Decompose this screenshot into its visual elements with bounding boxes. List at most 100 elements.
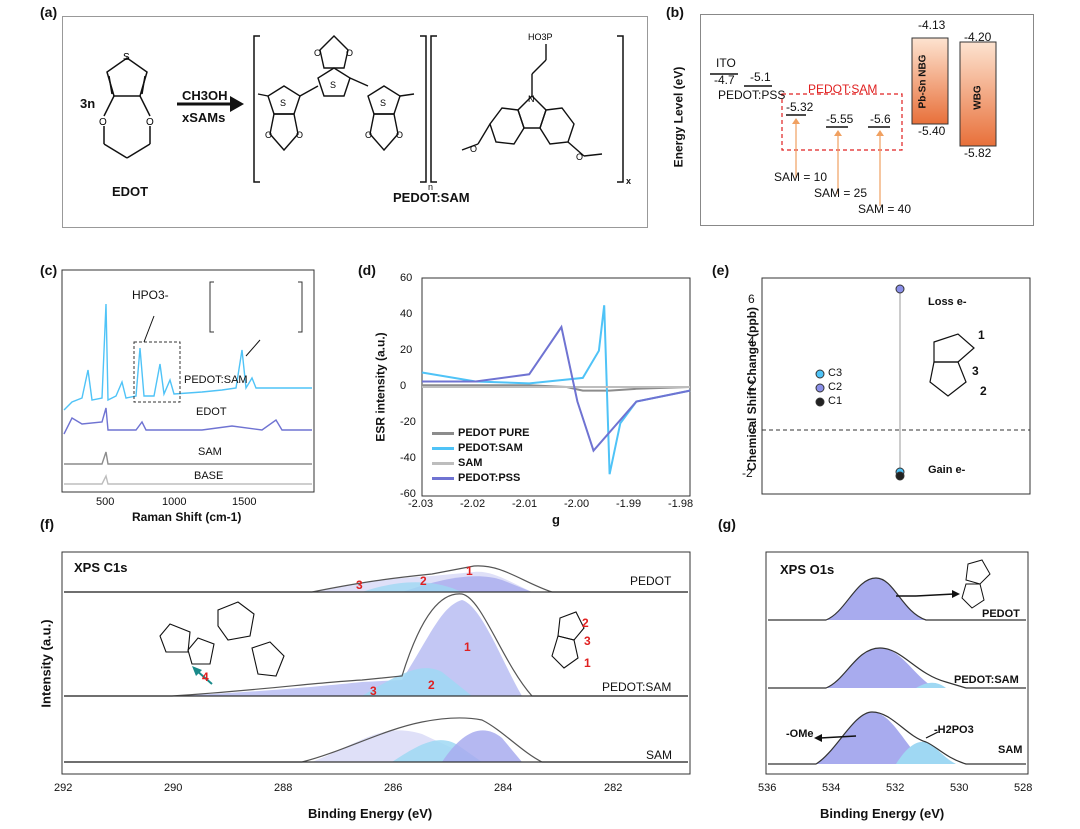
legend-pedot-pure: PEDOT PURE — [432, 426, 530, 441]
e-legend-c1: C1 — [828, 395, 843, 407]
legend-dot-c2 — [815, 383, 825, 393]
f-xtick: 282 — [604, 782, 623, 794]
b-level-2: -5.55 — [826, 112, 854, 126]
panel-label-f: (f) — [40, 516, 54, 532]
b-level-3: -5.6 — [870, 112, 891, 126]
subscript-n: n — [428, 182, 434, 192]
panel-label-g: (g) — [718, 516, 736, 532]
b-nbg-bot: -5.40 — [918, 124, 946, 138]
c-trace-label-sam: SAM — [198, 446, 222, 458]
nbg-bar — [911, 37, 949, 125]
legend-pedot-sam: PEDOT:SAM — [432, 441, 530, 456]
e-label-1: 1 — [978, 328, 985, 342]
legend-pedot-pss: PEDOT:PSS — [432, 471, 530, 486]
e-ytick-6: 6 — [748, 292, 755, 306]
b-sam-40: SAM = 40 — [858, 202, 912, 216]
panel-g-xps-o1s — [765, 551, 1029, 775]
f-peak-2-top: 2 — [420, 574, 427, 588]
g-xtick: 534 — [822, 782, 841, 794]
f-trace-label-pedot: PEDOT — [630, 574, 672, 588]
xps-g-pedotsam-envelope — [768, 647, 1026, 689]
f-peak-2-mid: 2 — [428, 678, 435, 692]
f-edot-structure — [551, 611, 585, 669]
svg-text:N: N — [528, 94, 535, 104]
f-peak-3-mid: 3 — [370, 684, 377, 698]
f-peak-1-mid: 1 — [464, 640, 471, 654]
xps-g-pedot-envelope — [768, 577, 1026, 621]
esr-series-pedot-pss — [422, 324, 691, 453]
b-sam-25: SAM = 25 — [814, 186, 868, 200]
wbg-bar — [959, 41, 997, 147]
phos-group: HO3P — [528, 32, 553, 42]
legend-dot-c1 — [815, 397, 825, 407]
b-sam-10: SAM = 10 — [774, 170, 828, 184]
g-xtick: 532 — [886, 782, 905, 794]
g-ome: -OMe — [786, 728, 814, 740]
b-pedotsam: PEDOT:SAM — [808, 82, 878, 96]
f-xtick: 286 — [384, 782, 403, 794]
g-h2po3: -H2PO3 — [934, 724, 974, 736]
e-legend-c2: C2 — [828, 381, 843, 393]
panel-b-diagram — [710, 37, 997, 206]
hpo3-dashed-box — [133, 341, 181, 403]
d-ylabel: ESR intensity (a.u.) — [373, 332, 388, 442]
d-xtick: -2.01 — [512, 498, 538, 510]
xps-f-pedot-envelope — [64, 565, 688, 593]
reaction-arrowhead — [230, 96, 244, 112]
b-nbg-top: -4.13 — [918, 18, 946, 32]
xps-g-sam-envelope — [768, 711, 1026, 765]
svg-text:O: O — [265, 130, 272, 140]
g-edot-structure — [961, 559, 991, 609]
raman-trace-sam — [64, 451, 312, 465]
c-trace-label-pedotsam: PEDOT:SAM — [184, 374, 248, 386]
raman-trace-base — [64, 473, 312, 485]
e-legend-c3: C3 — [828, 367, 843, 379]
legend-sam: SAM — [432, 456, 530, 471]
c-xtick-1000: 1000 — [162, 496, 187, 508]
g-xtick: 536 — [758, 782, 777, 794]
f-edot-1: 1 — [584, 656, 591, 670]
g-xtick: 530 — [950, 782, 969, 794]
panel-label-a: (a) — [40, 4, 58, 20]
d-ytick: 40 — [400, 308, 413, 320]
panel-c-raman — [61, 269, 315, 493]
e-label-3: 3 — [972, 364, 979, 378]
panel-a-frame — [62, 16, 648, 228]
svg-text:O: O — [346, 48, 353, 58]
d-legend: PEDOT PURE PEDOT:SAM SAM PEDOT:PSS — [432, 426, 530, 486]
c-xlabel: Raman Shift (cm-1) — [132, 510, 242, 524]
f-title: XPS C1s — [74, 560, 128, 575]
edot-s-atom: S — [123, 52, 130, 63]
d-ytick: -40 — [400, 452, 416, 464]
b-nbg-label: Pb-Sn NBG — [917, 54, 929, 109]
panel-label-b: (b) — [666, 4, 684, 20]
raman-trace-pedotsam — [63, 303, 312, 411]
e-label-2: 2 — [980, 384, 987, 398]
b-wbg-top: -4.20 — [964, 30, 992, 44]
e-ytick-4: 4 — [748, 334, 755, 348]
e-loss: Loss e- — [928, 296, 967, 308]
svg-text:O: O — [314, 48, 321, 58]
edot-label: EDOT — [112, 184, 149, 199]
point-c1 — [895, 471, 905, 481]
panel-a-scheme: S O O S S S O O O O O O N HO3P — [99, 32, 624, 183]
f-peak-1-top: 1 — [466, 564, 473, 578]
panel-f-xps-c1s — [61, 551, 691, 775]
b-level-1: -5.32 — [786, 100, 814, 114]
g-trace-label-pedot: PEDOT — [982, 608, 1020, 620]
svg-text:O: O — [576, 152, 583, 162]
c-xtick-500: 500 — [96, 496, 115, 508]
svg-text:S: S — [280, 98, 286, 108]
d-ytick: -60 — [400, 488, 416, 500]
b-pss: PEDOT:PSS — [718, 88, 786, 102]
panel-label-d: (d) — [358, 262, 376, 278]
c-trace-label-edot: EDOT — [196, 406, 227, 418]
g-title: XPS O1s — [780, 562, 835, 577]
f-edot-2: 2 — [582, 616, 589, 630]
d-xtick: -1.99 — [616, 498, 642, 510]
e-ytick-2: 2 — [748, 378, 755, 392]
pedot-sam-label: PEDOT:SAM — [393, 190, 470, 205]
svg-text:O: O — [396, 130, 403, 140]
edot-o-left: O — [99, 117, 107, 128]
f-peak-4: 4 — [202, 670, 209, 684]
